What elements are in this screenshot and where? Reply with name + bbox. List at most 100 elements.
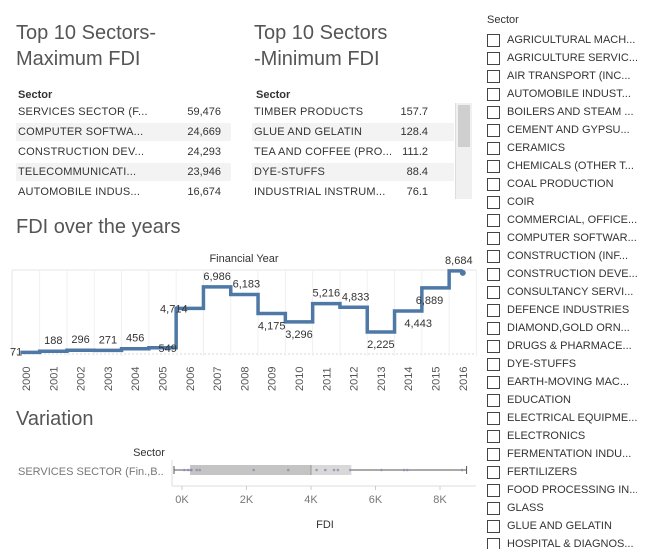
legend-checkbox[interactable]	[487, 447, 500, 461]
data-point[interactable]	[460, 468, 464, 472]
max-fdi-table[interactable]: SERVICES SECTOR (F... 59,476 COMPUTER SOFT…	[16, 103, 231, 199]
sector-legend[interactable]: Sector	[485, 14, 645, 26]
legend-item[interactable]: AGRICULTURE SERVIC...	[487, 49, 637, 67]
data-point[interactable]	[315, 468, 318, 472]
legend-checkbox[interactable]	[487, 411, 500, 425]
data-point[interactable]	[182, 468, 186, 472]
data-point[interactable]	[186, 468, 190, 472]
legend-checkbox[interactable]	[487, 429, 500, 443]
legend-checkbox[interactable]	[487, 141, 500, 155]
legend-item[interactable]: CHEMICALS (OTHER T...	[487, 157, 634, 175]
table-row[interactable]: GLUE AND GELATIN 128.4	[252, 123, 454, 141]
legend-item[interactable]: BOILERS AND STEAM ...	[487, 103, 634, 121]
legend-checkbox[interactable]	[487, 33, 500, 47]
legend-item[interactable]: CONSULTANCY SERVI...	[487, 283, 633, 301]
data-point[interactable]	[336, 468, 340, 472]
legend-item[interactable]: EDUCATION	[487, 391, 571, 409]
legend-checkbox[interactable]	[487, 213, 500, 227]
legend-item[interactable]: FERTILIZERS	[487, 463, 577, 481]
legend-checkbox[interactable]	[487, 501, 500, 515]
table-row[interactable]: TEA AND COFFEE (PRO... 111.2	[252, 143, 454, 161]
legend-item[interactable]: CERAMICS	[487, 139, 565, 157]
scrollbar-thumb[interactable]	[458, 105, 470, 147]
table-row[interactable]: TELECOMMUNICATI... 23,946	[16, 163, 231, 181]
data-point[interactable]	[380, 468, 383, 472]
table-row[interactable]: TIMBER PRODUCTS 157.7	[252, 103, 454, 121]
legend-checkbox[interactable]	[487, 231, 500, 245]
legend-item[interactable]: COAL PRODUCTION	[487, 175, 614, 193]
sector-name: TELECOMMUNICATI...	[18, 166, 137, 178]
table-row[interactable]: INDUSTRIAL INSTRUM... 76.1	[252, 183, 454, 199]
legend-checkbox[interactable]	[487, 285, 500, 299]
min-fdi-table[interactable]: TIMBER PRODUCTS 157.7 GLUE AND GELATIN 128.…	[252, 103, 472, 199]
legend-checkbox[interactable]	[487, 267, 500, 281]
legend-item[interactable]: DRUGS & PHARMACE...	[487, 337, 632, 355]
fdi-step-line[interactable]	[20, 269, 463, 355]
legend-item[interactable]: CONSTRUCTION (INF...	[487, 247, 628, 265]
legend-checkbox[interactable]	[487, 375, 500, 389]
data-point[interactable]	[286, 468, 290, 472]
legend-checkbox[interactable]	[487, 69, 500, 83]
legend-item[interactable]: DEFENCE INDUSTRIES	[487, 301, 629, 319]
legend-item[interactable]: CEMENT AND GYPSU...	[487, 121, 630, 139]
legend-item[interactable]: COMPUTER SOFTWAR...	[487, 229, 637, 247]
data-point[interactable]	[348, 468, 352, 472]
legend-checkbox[interactable]	[487, 177, 500, 191]
legend-checkbox[interactable]	[487, 483, 500, 497]
legend-item[interactable]: ELECTRICAL EQUIPME...	[487, 409, 637, 427]
legend-checkbox[interactable]	[487, 159, 500, 173]
legend-item[interactable]: COMMERCIAL, OFFICE...	[487, 211, 637, 229]
legend-checkbox[interactable]	[487, 339, 500, 353]
legend-item[interactable]: CONSTRUCTION DEVE...	[487, 265, 637, 283]
legend-checkbox[interactable]	[487, 537, 500, 549]
legend-item[interactable]: HOSPITAL & DIAGNOS...	[487, 535, 634, 549]
box-upper[interactable]	[311, 465, 352, 475]
legend-item[interactable]: AGRICULTURAL MACH...	[487, 31, 635, 49]
legend-item[interactable]: FOOD PROCESSING IN...	[487, 481, 637, 499]
data-point[interactable]	[198, 468, 202, 472]
data-point[interactable]	[405, 468, 409, 472]
table-scrollbar[interactable]	[455, 103, 472, 199]
data-point[interactable]	[190, 468, 193, 472]
legend-item[interactable]: AUTOMOBILE INDUST...	[487, 85, 631, 103]
legend-checkbox[interactable]	[487, 393, 500, 407]
last-point-marker[interactable]	[459, 269, 466, 276]
legend-checkbox[interactable]	[487, 357, 500, 371]
legend-item[interactable]: DYE-STUFFS	[487, 355, 576, 373]
legend-checkbox[interactable]	[487, 105, 500, 119]
data-point[interactable]	[332, 468, 336, 472]
data-point[interactable]	[323, 468, 327, 472]
legend-checkbox[interactable]	[487, 321, 500, 335]
table-row[interactable]: DYE-STUFFS 88.4	[252, 163, 454, 181]
legend-checkbox[interactable]	[487, 465, 500, 479]
legend-checkbox[interactable]	[487, 249, 500, 263]
variation-box-svg[interactable]: Sector SERVICES SECTOR (Fin.,B.. 0K 2K 4K 6K 8…	[0, 440, 480, 540]
data-point[interactable]	[252, 468, 256, 472]
legend-checkbox[interactable]	[487, 519, 500, 533]
fdi-line-svg[interactable]: Financial Year 71 188 296 271 456 549 4,714 6,98…	[0, 244, 480, 396]
legend-item[interactable]: FERMENTATION INDU...	[487, 445, 631, 463]
legend-item[interactable]: GLUE AND GELATIN	[487, 517, 612, 535]
legend-item[interactable]: COIR	[487, 193, 535, 211]
legend-checkbox[interactable]	[487, 87, 500, 101]
data-label: 5,216	[313, 288, 341, 300]
table-row[interactable]: CONSTRUCTION DEV... 24,293	[16, 143, 231, 161]
table-row[interactable]: SERVICES SECTOR (F... 59,476	[16, 103, 231, 121]
legend-item[interactable]: GLASS	[487, 499, 544, 517]
table-row[interactable]: AUTOMOBILE INDUS... 16,674	[16, 183, 231, 199]
legend-item[interactable]: EARTH-MOVING MAC...	[487, 373, 629, 391]
legend-item[interactable]: DIAMOND,GOLD ORN...	[487, 319, 630, 337]
variation-box-plot[interactable]: Sector SERVICES SECTOR (Fin.,B.. 0K 2K 4K 6K 8…	[0, 440, 480, 545]
legend-checkbox[interactable]	[487, 51, 500, 65]
legend-checkbox[interactable]	[487, 123, 500, 137]
legend-checkbox[interactable]	[487, 303, 500, 317]
legend-checkbox[interactable]	[487, 195, 500, 209]
data-point[interactable]	[402, 468, 406, 472]
legend-item[interactable]: AIR TRANSPORT (INC...	[487, 67, 630, 85]
data-point[interactable]	[195, 468, 199, 472]
box-lower[interactable]	[190, 465, 311, 475]
legend-item[interactable]: ELECTRONICS	[487, 427, 585, 445]
table-row[interactable]: COMPUTER SOFTWA... 24,669	[16, 123, 231, 141]
fdi-line-chart[interactable]: Financial Year 71 188 296 271 456 549 4,714 6,98…	[0, 244, 480, 401]
legend-list[interactable]: AGRICULTURAL MACH... AGRICULTURE SERVIC..…	[485, 31, 637, 549]
